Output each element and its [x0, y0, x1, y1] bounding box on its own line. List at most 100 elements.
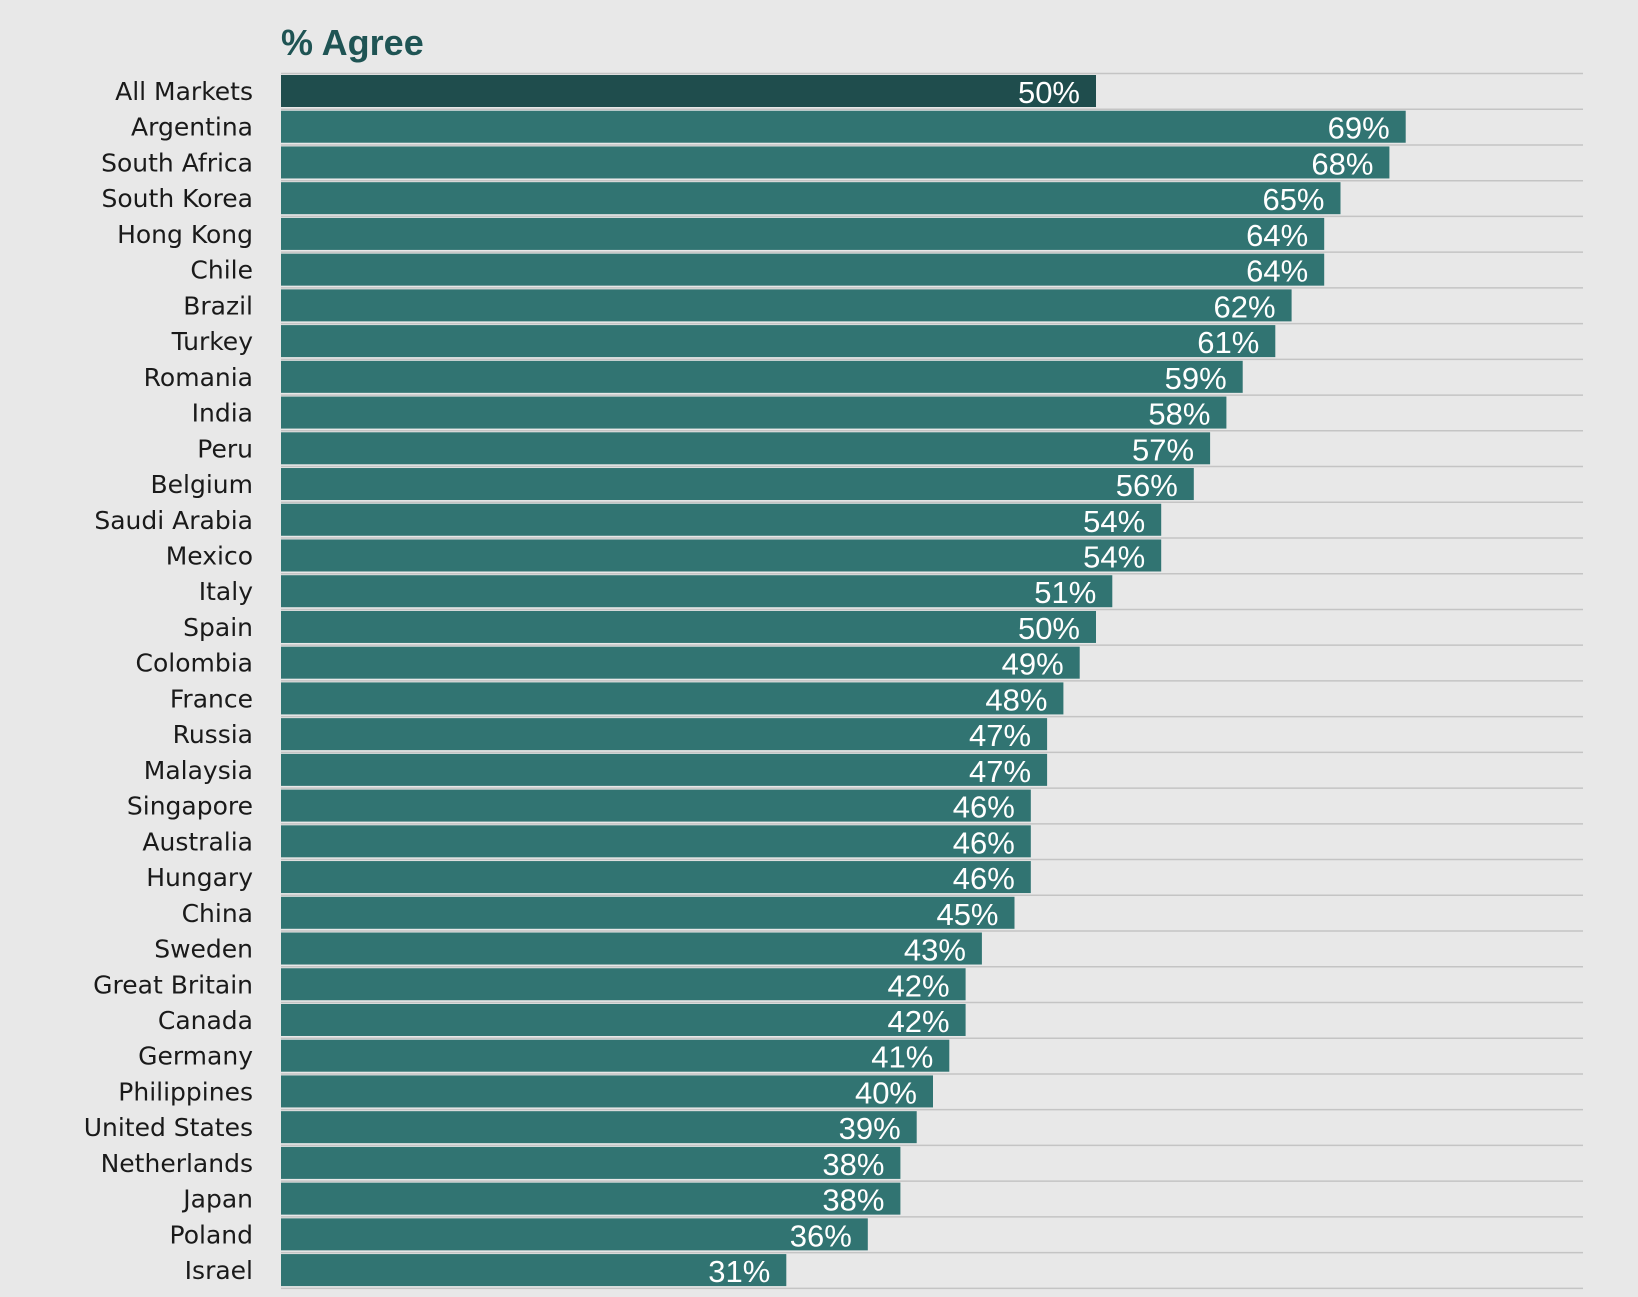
category-label: France [170, 684, 253, 713]
category-label: United States [84, 1113, 253, 1142]
category-label: Poland [170, 1220, 253, 1249]
data-label: 57% [1132, 432, 1194, 467]
bar-germany [281, 1039, 950, 1072]
bar-philippines [281, 1075, 933, 1108]
bar-romania [281, 360, 1243, 393]
bar-china [281, 896, 1015, 929]
data-label: 47% [969, 754, 1031, 789]
category-label: Germany [138, 1042, 253, 1071]
data-label: 54% [1083, 504, 1145, 539]
category-label: Singapore [127, 792, 253, 821]
bar-chile [281, 253, 1325, 286]
category-label: Sweden [154, 935, 253, 964]
data-label: 47% [969, 718, 1031, 753]
data-label: 54% [1083, 539, 1145, 574]
bar-hungary [281, 861, 1031, 894]
bar-all-markets [281, 75, 1096, 107]
bar-india [281, 396, 1227, 429]
bar-belgium [281, 468, 1194, 501]
bar-italy [281, 575, 1113, 608]
category-label: Saudi Arabia [94, 506, 253, 535]
value-labels: 50%69%68%65%64%64%62%61%59%58%57%56%54%5… [708, 75, 1389, 1289]
bars [281, 75, 1406, 1287]
data-label: 40% [855, 1075, 917, 1110]
category-label: Brazil [183, 291, 253, 320]
category-label: Italy [199, 577, 253, 606]
data-label: 50% [1018, 611, 1080, 646]
data-label: 64% [1246, 218, 1308, 253]
data-label: 69% [1328, 111, 1390, 146]
category-label: Malaysia [144, 756, 253, 785]
bar-argentina [281, 110, 1406, 143]
data-label: 46% [953, 861, 1015, 896]
bar-poland [281, 1218, 868, 1251]
bar-malaysia [281, 753, 1048, 786]
bar-south-korea [281, 182, 1341, 215]
data-label: 50% [1018, 75, 1080, 110]
bar-japan [281, 1182, 901, 1215]
data-label: 65% [1262, 182, 1324, 217]
data-label: 62% [1214, 289, 1276, 324]
bar-france [281, 682, 1064, 715]
grid-lines [281, 72, 1583, 1290]
chart-title: % Agree [281, 22, 424, 63]
bar-spain [281, 610, 1096, 643]
category-label: Hungary [146, 863, 253, 892]
category-label: Peru [197, 434, 253, 463]
category-label: All Markets [115, 77, 253, 106]
bar-israel [281, 1254, 787, 1287]
category-label: Spain [183, 613, 253, 642]
data-label: 43% [904, 933, 966, 968]
category-label: Belgium [151, 470, 254, 499]
category-label: Philippines [118, 1077, 253, 1106]
bar-netherlands [281, 1146, 901, 1179]
data-label: 39% [839, 1111, 901, 1146]
bar-russia [281, 718, 1048, 751]
data-label: 61% [1197, 325, 1259, 360]
category-label: Chile [190, 256, 253, 285]
category-label: India [192, 399, 253, 428]
data-label: 68% [1311, 146, 1373, 181]
data-label: 51% [1034, 575, 1096, 610]
category-label: China [182, 899, 253, 928]
data-label: 42% [888, 1004, 950, 1039]
data-label: 31% [708, 1254, 770, 1289]
data-label: 36% [790, 1218, 852, 1253]
bar-colombia [281, 646, 1080, 679]
category-label: Russia [173, 720, 253, 749]
bar-great-britain [281, 968, 966, 1001]
bar-canada [281, 1003, 966, 1036]
category-label: Colombia [136, 649, 253, 678]
data-label: 38% [822, 1183, 884, 1218]
category-label: Mexico [166, 541, 253, 570]
data-label: 38% [822, 1147, 884, 1182]
data-label: 46% [953, 825, 1015, 860]
bar-south-africa [281, 146, 1390, 179]
data-label: 46% [953, 790, 1015, 825]
category-labels: All Markets Argentina South Africa South Ko… [84, 77, 254, 1285]
category-label: Australia [142, 827, 253, 856]
category-label: Israel [185, 1256, 253, 1285]
data-label: 42% [888, 968, 950, 1003]
category-label: Turkey [171, 327, 254, 356]
data-label: 64% [1246, 254, 1308, 289]
bar-sweden [281, 932, 982, 965]
category-label: Canada [158, 1006, 253, 1035]
bar-singapore [281, 789, 1031, 822]
category-label: South Korea [102, 184, 253, 213]
data-label: 56% [1116, 468, 1178, 503]
category-label: Romania [144, 363, 253, 392]
data-label: 45% [936, 897, 998, 932]
data-label: 41% [871, 1040, 933, 1075]
data-label: 59% [1165, 361, 1227, 396]
bar-turkey [281, 325, 1276, 358]
bar-australia [281, 825, 1031, 858]
category-label: Netherlands [101, 1149, 253, 1178]
bar-mexico [281, 539, 1162, 572]
bar-brazil [281, 289, 1292, 322]
category-label: South Africa [101, 148, 253, 177]
bar-hong-kong [281, 217, 1325, 250]
bar-peru [281, 432, 1211, 465]
